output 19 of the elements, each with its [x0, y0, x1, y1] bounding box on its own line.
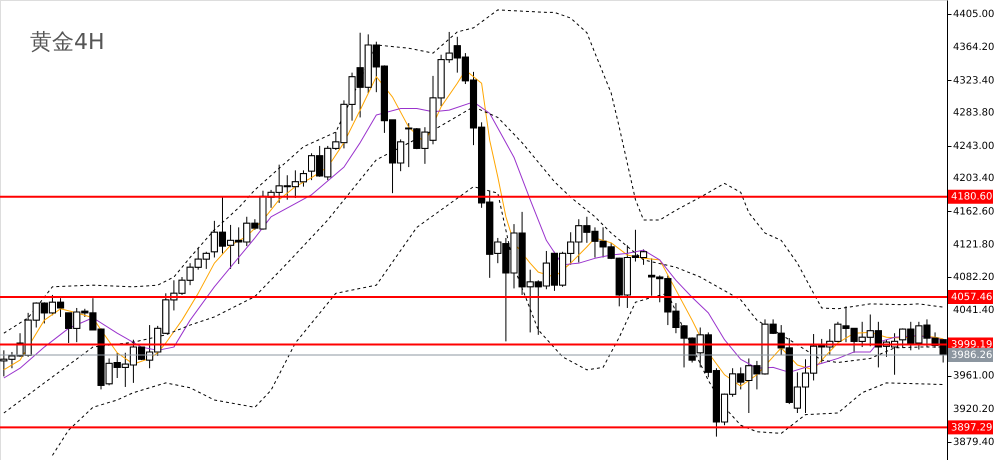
y-tick-label: 4243.00 — [953, 140, 994, 152]
ref-line-label: 4057.46 — [951, 292, 992, 304]
y-tick-label: 3961.00 — [953, 370, 994, 382]
y-tick-label: 4405.00 — [953, 9, 994, 20]
y-tick-label: 4041.40 — [953, 305, 994, 316]
y-tick-label: 4162.60 — [953, 206, 994, 218]
y-tick-label: 4364.20 — [953, 42, 994, 54]
y-tick-label: 3920.20 — [953, 404, 994, 415]
y-tick-label: 4082.20 — [953, 272, 994, 283]
ref-line-label: 3999.19 — [951, 339, 992, 350]
y-tick-label: 4121.80 — [953, 240, 994, 251]
y-tick-label: 4203.40 — [953, 173, 994, 184]
text: 黄金4H — [30, 30, 105, 55]
ref-line-label: 3897.29 — [951, 422, 992, 434]
ref-line-label: 4180.60 — [951, 192, 992, 203]
y-tick-label: 4283.80 — [953, 108, 994, 119]
y-tick-label: 4323.40 — [953, 75, 994, 86]
ref-line-label: 3986.26 — [951, 350, 992, 361]
y-tick-label: 3879.40 — [953, 437, 994, 448]
